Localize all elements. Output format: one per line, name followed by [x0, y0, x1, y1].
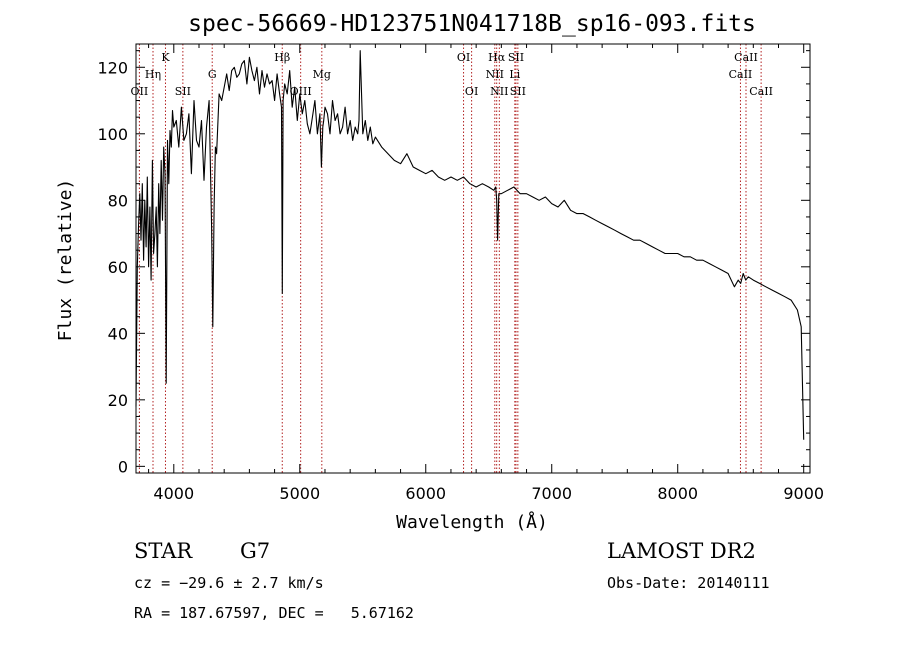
marker-label-4: G	[208, 68, 217, 81]
y-tick-label: 40	[108, 324, 128, 343]
y-axis-label: Flux (relative)	[55, 179, 76, 342]
x-tick-label: 9000	[783, 484, 824, 503]
redshift-velocity: cz = −29.6 ± 2.7 km/s	[134, 574, 324, 592]
y-tick-label: 100	[97, 125, 128, 144]
x-tick-label: 4000	[153, 484, 194, 503]
marker-label-2: K	[161, 51, 170, 64]
marker-label-14: SII	[508, 51, 524, 64]
y-axis: 0 20 40 60 80 100 120	[97, 50, 810, 476]
x-axis-label: Wavelength (Å)	[396, 511, 548, 533]
marker-label-0: OII	[131, 85, 149, 98]
x-axis: 4000 5000 6000 7000 8000 9000	[148, 44, 824, 503]
x-tick-label: 6000	[405, 484, 446, 503]
marker-label-8: OI	[457, 51, 470, 64]
y-tick-label: 20	[108, 391, 128, 410]
marker-label-16: CaII	[729, 68, 753, 81]
marker-label-11: Hα	[488, 51, 506, 64]
marker-label-5: Hβ	[274, 51, 290, 64]
survey-name: LAMOST DR2	[607, 539, 756, 563]
marker-label-18: CaII	[749, 85, 773, 98]
x-tick-label: 8000	[657, 484, 698, 503]
marker-label-12: NII	[490, 85, 508, 98]
marker-label-10: NII	[486, 68, 504, 81]
marker-label-9: OI	[465, 85, 478, 98]
x-tick-label: 5000	[279, 484, 320, 503]
y-tick-label: 0	[118, 457, 128, 476]
marker-label-1: Hη	[145, 68, 161, 81]
marker-label-15: SII	[510, 85, 526, 98]
spectral-subclass: G7	[240, 539, 271, 563]
plot-frame	[135, 43, 811, 474]
object-class: STAR	[134, 539, 193, 563]
coordinates: RA = 187.67597, DEC = 5.67162	[134, 604, 414, 622]
y-tick-label: 80	[108, 191, 128, 210]
y-tick-label: 120	[97, 58, 128, 77]
marker-label-17: CaII	[734, 51, 758, 64]
y-tick-label: 60	[108, 258, 128, 277]
marker-lines	[138, 44, 762, 473]
marker-label-6: OIII	[290, 85, 312, 98]
spectrum-line	[135, 50, 805, 440]
marker-label-13: Li	[509, 68, 520, 81]
observation-date: Obs-Date: 20140111	[607, 574, 770, 592]
x-tick-label: 7000	[531, 484, 572, 503]
chart-title: spec-56669-HD123751N041718B_sp16-093.fit…	[188, 11, 756, 37]
marker-label-3: SII	[175, 85, 191, 98]
marker-label-7: Mg	[313, 68, 331, 81]
